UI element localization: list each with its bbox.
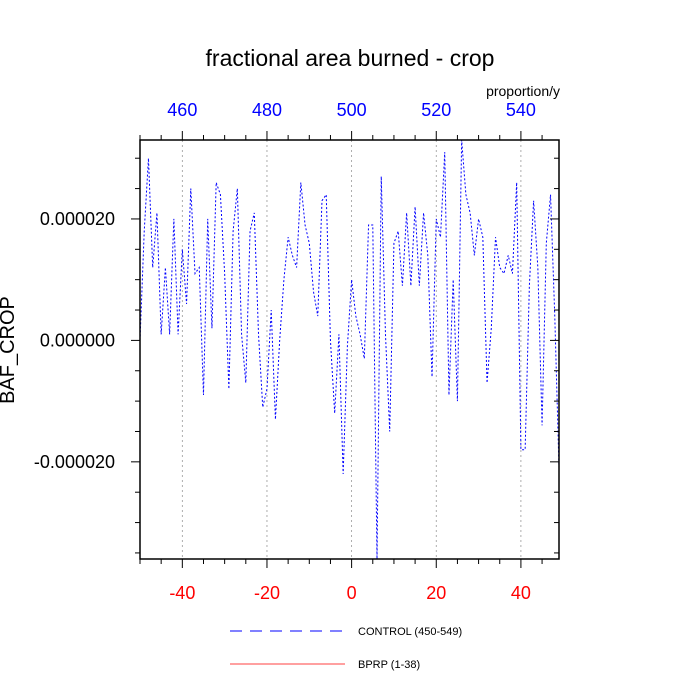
- y-tick-label: -0.000020: [34, 452, 115, 472]
- y-tick-label: 0.000020: [40, 209, 115, 229]
- x-tick-label: 20: [426, 583, 446, 603]
- x-tick-label: -20: [254, 583, 280, 603]
- top-tick-label: 520: [421, 100, 451, 120]
- y-axis-label: BAF_CROP: [0, 296, 19, 404]
- y-tick-label: 0.000000: [40, 330, 115, 350]
- tick-labels: -40 -20 0 20 40 460 480 500 520 540 0.000020 0.0000…: [34, 100, 536, 603]
- legend: CONTROL (450-549) BPRP (1-38): [230, 626, 462, 671]
- series-layer: [140, 140, 559, 559]
- top-tick-label: 480: [252, 100, 282, 120]
- control-series-line: [140, 140, 559, 559]
- top-tick-label: 460: [167, 100, 197, 120]
- units-label: proportion/y: [486, 83, 560, 99]
- legend-control-label: CONTROL (450-549): [358, 626, 462, 638]
- x-tick-label: -40: [169, 583, 195, 603]
- legend-bprp-label: BPRP (1-38): [358, 659, 420, 671]
- axis-ticks: [131, 131, 559, 568]
- vertical-grid-lines: [181, 140, 522, 559]
- x-tick-label: 40: [511, 583, 531, 603]
- chart-title: fractional area burned - crop: [206, 45, 495, 71]
- plot-frame: [139, 139, 560, 560]
- x-tick-label: 0: [347, 583, 357, 603]
- top-tick-label: 500: [337, 100, 367, 120]
- top-tick-label: 540: [506, 100, 536, 120]
